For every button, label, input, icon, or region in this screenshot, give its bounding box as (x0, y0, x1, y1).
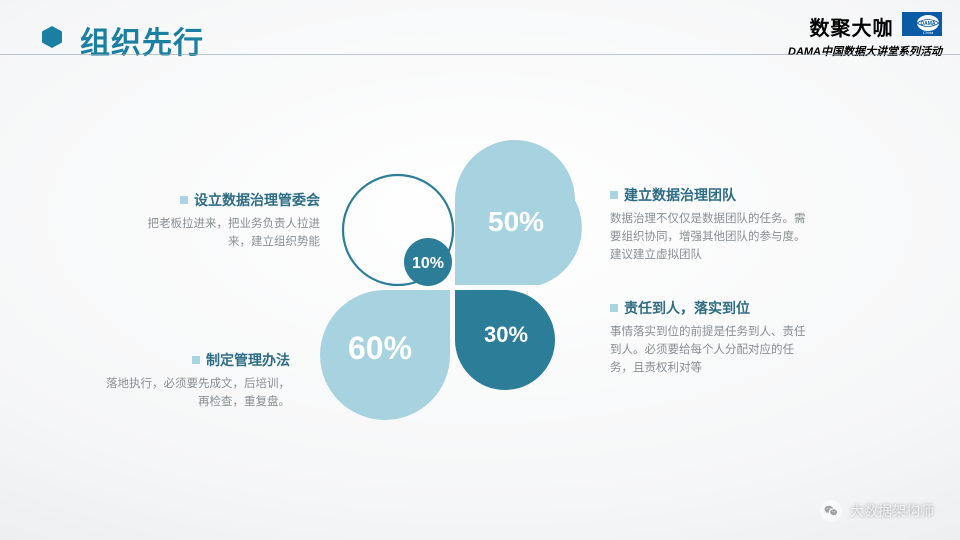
petal-br-label: 30% (484, 322, 528, 348)
text-tr: 建立数据治理团队 数据治理不仅仅是数据团队的任务。需要组织协同，增强其他团队的参… (610, 185, 815, 264)
wechat-icon (820, 500, 842, 522)
bullet-sq-icon (610, 191, 618, 199)
bullet-sq-icon (192, 356, 200, 364)
petal-tr-label: 50% (488, 206, 544, 238)
bullet-sq-icon (610, 304, 618, 312)
text-br: 责任到人，落实到位 事情落实到位的前提是任务到人、责任到人。必须要给每个人分配对… (610, 298, 815, 377)
bullet-sq-icon (180, 196, 188, 204)
watermark: 大数据架构师 (820, 500, 934, 522)
text-tl-body: 把老板拉进来，把业务负责人拉进来，建立组织势能 (130, 216, 320, 252)
petal-bl-label: 60% (348, 330, 412, 367)
watermark-text: 大数据架构师 (850, 501, 934, 521)
text-br-title: 责任到人，落实到位 (624, 298, 750, 318)
text-tr-title: 建立数据治理团队 (624, 185, 736, 205)
petal-overlay: 50% 30% 60% (0, 0, 960, 540)
text-tl-title: 设立数据治理管委会 (194, 190, 320, 210)
text-bl: 制定管理办法 落地执行，必须要先成文，后培训，再检查，重复盘。 (100, 350, 290, 412)
text-tr-body: 数据治理不仅仅是数据团队的任务。需要组织协同，增强其他团队的参与度。建议建立虚拟… (610, 211, 815, 264)
text-bl-title: 制定管理办法 (206, 350, 290, 370)
text-tl: 设立数据治理管委会 把老板拉进来，把业务负责人拉进来，建立组织势能 (130, 190, 320, 252)
text-br-body: 事情落实到位的前提是任务到人、责任到人。必须要给每个人分配对应的任务，且责权利对… (610, 324, 815, 377)
text-bl-body: 落地执行，必须要先成文，后培训，再检查，重复盘。 (100, 376, 290, 412)
